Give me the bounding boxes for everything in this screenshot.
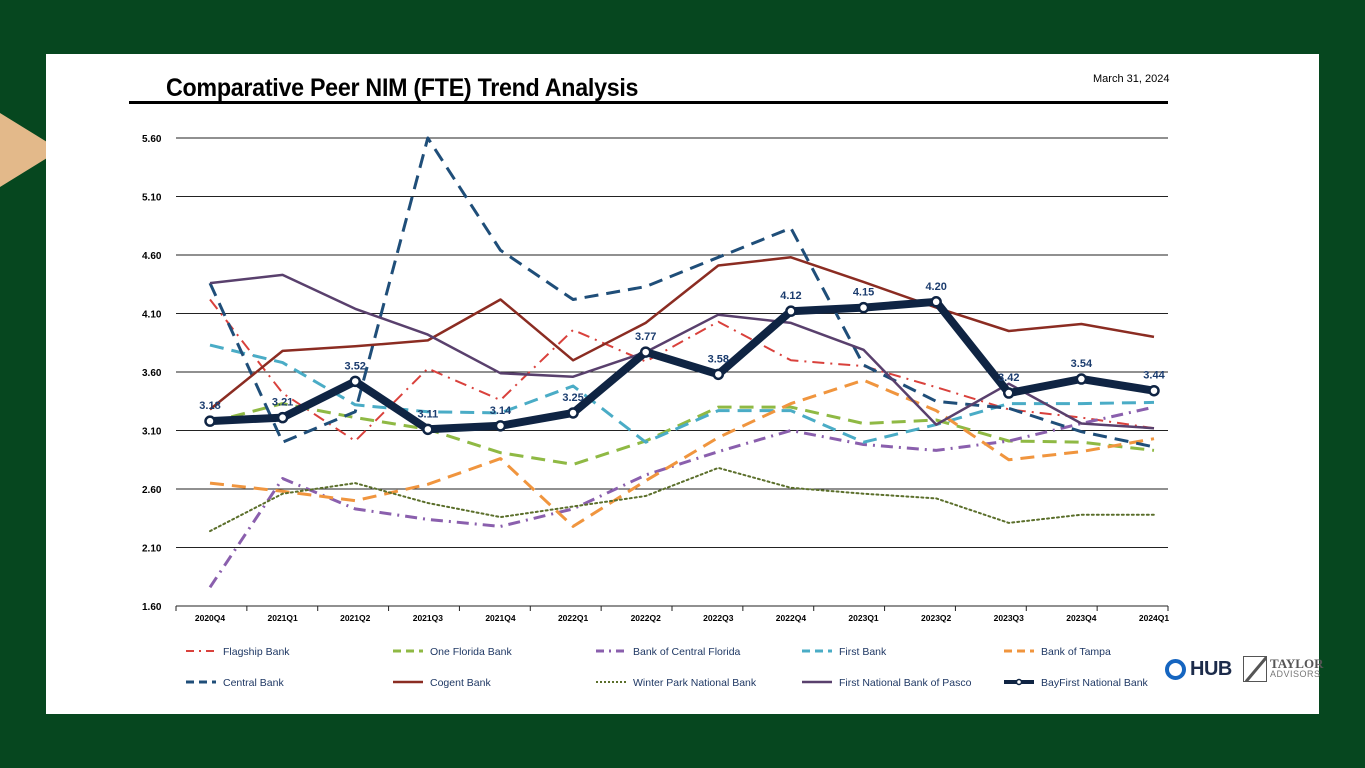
data-label: 3.58 (708, 353, 729, 365)
data-label: 3.14 (490, 405, 512, 417)
y-tick-label: 5.60 (142, 134, 162, 145)
legend-label: Winter Park National Bank (633, 677, 757, 689)
data-label: 4.20 (925, 281, 946, 293)
x-tick-label: 2021Q2 (340, 613, 371, 623)
data-point (1148, 384, 1160, 397)
slide-panel: Comparative Peer NIM (FTE) Trend Analysi… (46, 54, 1323, 714)
data-point (639, 346, 652, 358)
data-point (785, 305, 797, 317)
x-tick-label: 2023Q4 (1066, 613, 1097, 623)
data-point (930, 296, 942, 308)
data-point (1003, 387, 1015, 399)
x-tick-label: 2021Q3 (413, 613, 444, 623)
y-tick-label: 5.10 (142, 193, 162, 204)
x-tick-label: 2022Q4 (776, 613, 807, 623)
y-tick-label: 3.60 (142, 368, 162, 379)
x-tick-label: 2024Q1 (1139, 613, 1170, 623)
data-point (276, 411, 289, 424)
legend-label: One Florida Bank (430, 646, 512, 658)
legend-label: BayFirst National Bank (1041, 677, 1149, 689)
series-line-bayfirst-national-bank (209, 297, 1155, 434)
data-label: 3.25 (562, 392, 583, 404)
y-tick-label: 4.60 (142, 251, 162, 262)
title-underline (129, 101, 1168, 104)
data-label: 3.77 (635, 331, 656, 343)
data-label: 3.42 (998, 372, 1019, 384)
data-label: 4.12 (780, 290, 801, 302)
series-line-one-florida-bank (209, 402, 1155, 466)
x-tick-label: 2022Q1 (558, 613, 589, 623)
y-tick-label: 2.60 (142, 485, 162, 496)
data-label: 3.44 (1143, 370, 1165, 382)
taylor-mark-icon (1243, 656, 1267, 682)
x-tick-label: 2023Q2 (921, 613, 952, 623)
data-label: 3.18 (199, 400, 220, 412)
data-point (204, 415, 216, 427)
legend-marker (1015, 678, 1023, 686)
data-label: 3.21 (272, 397, 293, 409)
y-tick-label: 1.60 (142, 602, 162, 613)
data-point (712, 368, 725, 381)
series-line-first-national-bank-of-pasco (209, 273, 1155, 430)
data-point (349, 375, 361, 388)
y-tick-label: 2.10 (142, 544, 162, 555)
series-line-central-bank (208, 136, 1155, 449)
series-line-bank-of-central-florida (208, 405, 1155, 589)
legend-label: First Bank (839, 646, 887, 658)
data-label: 3.52 (345, 360, 366, 372)
data-label: 3.54 (1071, 358, 1093, 370)
legend-label: Cogent Bank (430, 677, 491, 689)
x-tick-label: 2021Q1 (267, 613, 298, 623)
legend-label: First National Bank of Pasco (839, 677, 972, 689)
x-tick-label: 2020Q4 (195, 613, 226, 623)
nim-trend-chart: 1.60 2.10 2.60 3.10 3.60 4.10 4.60 5.10 5.60 2020… (142, 134, 1170, 689)
legend-label: Bank of Tampa (1041, 646, 1111, 658)
data-point (567, 407, 579, 419)
legend-label: Central Bank (223, 677, 284, 689)
x-tick-label: 2023Q1 (848, 613, 879, 623)
hub-ring-icon (1165, 659, 1186, 680)
data-point (857, 301, 870, 314)
x-tick-label: 2022Q3 (703, 613, 734, 623)
data-point (422, 423, 434, 436)
x-tick-label: 2021Q4 (485, 613, 516, 623)
page-title: Comparative Peer NIM (FTE) Trend Analysi… (166, 74, 639, 102)
legend-label: Flagship Bank (223, 646, 290, 658)
y-tick-label: 4.10 (142, 310, 162, 321)
series-line-winter-park-national-bank (209, 466, 1155, 533)
series-line-bank-of-tampa (209, 378, 1155, 528)
data-point (494, 420, 507, 432)
series-line-cogent-bank (209, 256, 1155, 411)
legend-label: Bank of Central Florida (633, 646, 741, 658)
data-label: 4.15 (853, 287, 874, 299)
y-tick-label: 3.10 (142, 427, 162, 438)
data-point (1075, 373, 1088, 385)
report-date: March 31, 2024 (1093, 73, 1170, 85)
taylor-advisors-logo: TAYLOR ADVISORS (1243, 656, 1323, 682)
x-tick-label: 2022Q2 (631, 613, 662, 623)
data-label: 3.11 (417, 408, 438, 420)
hub-logo: HUB (1165, 658, 1232, 681)
x-tick-label: 2023Q3 (994, 613, 1025, 623)
